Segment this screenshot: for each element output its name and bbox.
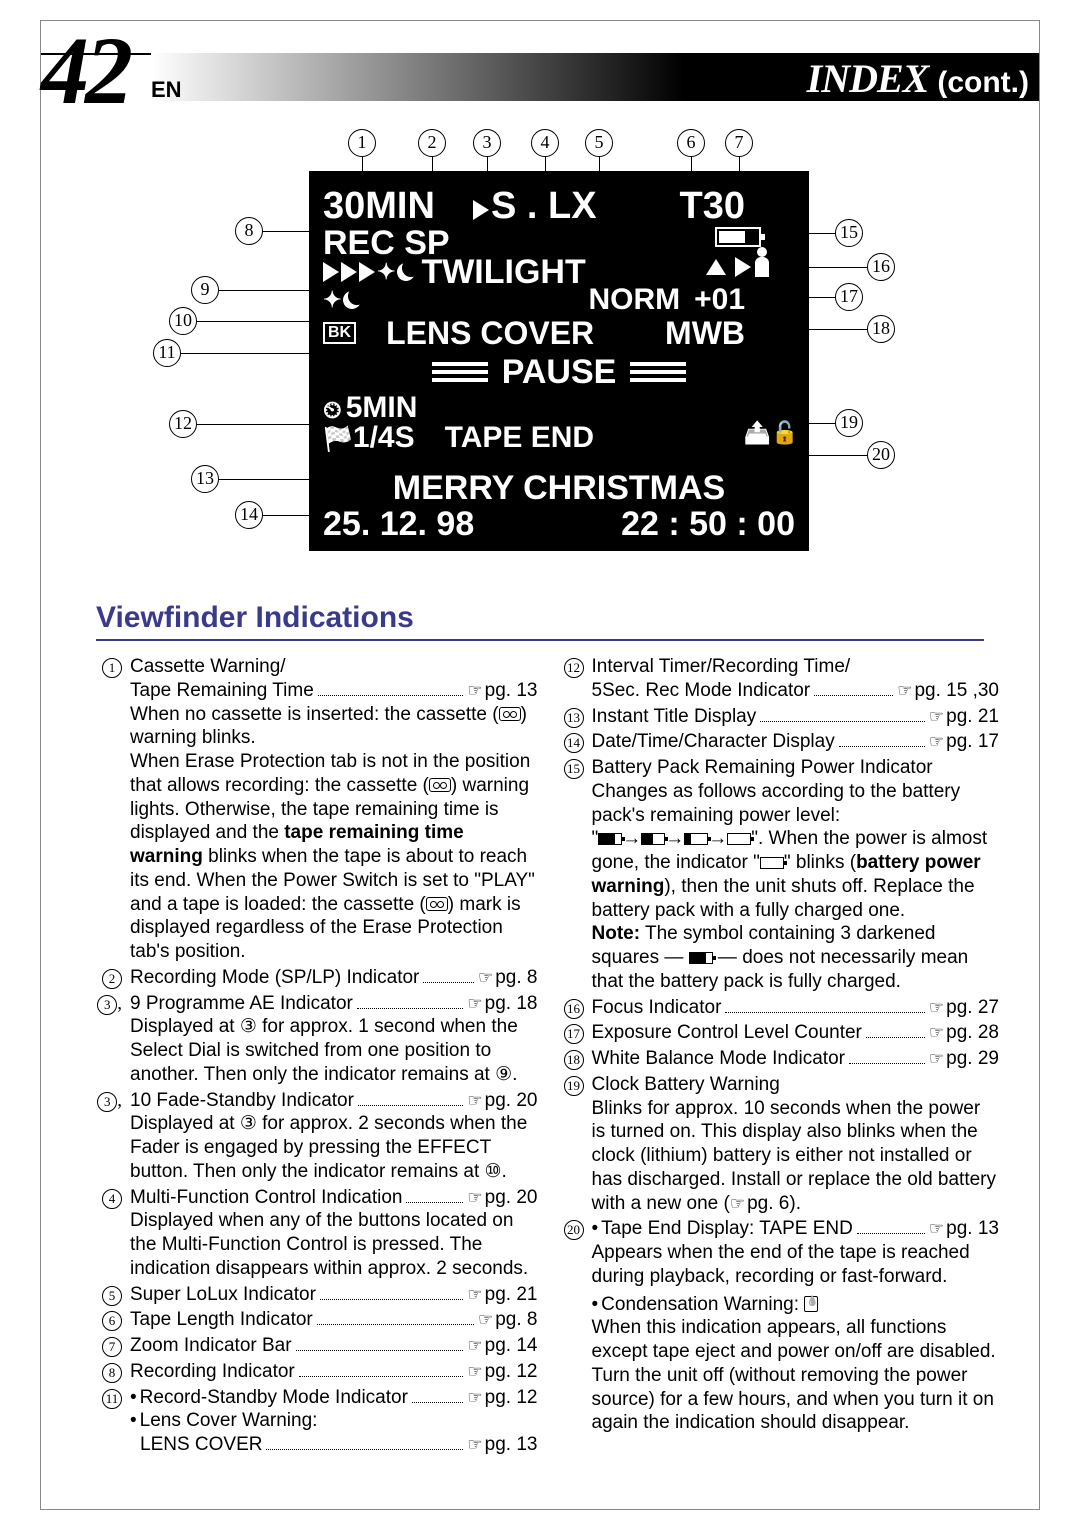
vf-tape-end-row: 1/4S TAPE END [323,423,594,453]
callout-13: 13 [191,465,219,493]
callout-4: 4 [531,129,559,157]
index-item-17: 17 Exposure Control Level Counter pg. 28 [558,1021,1000,1045]
callout-5: 5 [585,129,613,157]
callout-16: 16 [867,253,895,281]
page-wrap: 42 EN INDEX (cont.) 1 2 3 4 5 6 7 8 9 10… [40,20,1040,1510]
battery-icon-1 [684,833,708,845]
callout-10: 10 [169,307,197,335]
battery-icon-0 [727,833,751,845]
viewfinder-screen: 30MIN S . LX T30 REC SP ✦ TWILIGHT ✦ NOR… [309,171,809,551]
index-item-13: 13 Instant Title Display pg. 21 [558,705,1000,729]
callout-20: 20 [867,441,895,469]
cassette-icon [426,897,448,911]
index-item-3-9: 3, 9 Programme AE Indicator pg. 18 Displ… [96,992,538,1087]
callout-18: 18 [867,315,895,343]
vf-tape-length: T30 [680,187,745,225]
index-item-20: 20 Tape End Display: TAPE END pg. 13 App… [558,1217,1000,1435]
vf-pause-row: PAUSE [349,355,769,389]
battery-icon [715,227,761,247]
callout-9: 9 [191,276,219,304]
vf-5min: 5MIN [323,392,417,423]
index-item-19: 19 Clock Battery Warning Blinks for appr… [558,1073,1000,1216]
index-item-5: 5 Super LoLux Indicator pg. 21 [96,1283,538,1307]
index-item-7: 7 Zoom Indicator Bar pg. 14 [96,1334,538,1358]
index-item-18: 18 White Balance Mode Indicator pg. 29 [558,1047,1000,1071]
index-item-2: 2 Recording Mode (SP/LP) Indicator pg. 8 [96,966,538,990]
vf-date-time: 25. 12. 9822 : 50 : 00 [323,507,795,541]
callout-7: 7 [725,129,753,157]
battery-icon-3 [689,952,713,964]
page-lang: EN [151,77,182,103]
callout-12: 12 [169,410,197,438]
battery-icon-0 [760,857,784,869]
index-title: INDEX (cont.) [807,55,1029,102]
callout-3: 3 [473,129,501,157]
index-item-14: 14 Date/Time/Character Display pg. 17 [558,730,1000,754]
cassette-icon [499,707,521,721]
index-item-1: 1 Cassette Warning/ Tape Remaining Time … [96,655,538,964]
callout-2: 2 [418,129,446,157]
index-item-8: 8 Recording Indicator pg. 12 [96,1360,538,1384]
callout-8: 8 [235,217,263,245]
index-item-4: 4 Multi-Function Control Indication pg. … [96,1186,538,1281]
section-title: Viewfinder Indications [96,601,984,641]
callout-19: 19 [835,409,863,437]
callout-11: 11 [153,339,181,367]
battery-icon-3 [598,833,622,845]
page-number: 42 [41,15,129,126]
battery-icon-2 [641,833,665,845]
callout-6: 6 [677,129,705,157]
vf-twilight-row: ✦ TWILIGHT [323,255,586,289]
section-title-row: Viewfinder Indications [96,601,984,641]
column-left: 1 Cassette Warning/ Tape Remaining Time … [96,655,538,1459]
index-item-11: 11 Record-Standby Mode Indicator pg. 12 … [96,1386,538,1457]
callout-17: 17 [835,283,863,311]
callout-1: 1 [348,129,376,157]
vf-ae-slx: S . LX [473,187,633,225]
vf-clock-icon [744,421,795,445]
index-item-12: 12 Interval Timer/Recording Time/ 5Sec. … [558,655,1000,703]
cassette-icon [429,778,451,792]
vf-instant-title: MERRY CHRISTMAS [309,471,809,505]
index-item-3-10: 3, 10 Fade-Standby Indicator pg. 20 Disp… [96,1089,538,1184]
index-item-15: 15 Battery Pack Remaining Power Indicato… [558,756,1000,994]
callout-15: 15 [835,219,863,247]
column-right: 12 Interval Timer/Recording Time/ 5Sec. … [558,655,1000,1459]
condensation-icon [804,1296,818,1312]
vf-lens-cover-row: BK LENS COVER MWB [323,317,795,349]
vf-norm-row: ✦ NORM +01 [323,285,795,315]
index-item-6: 6 Tape Length Indicator pg. 8 [96,1308,538,1332]
callout-14: 14 [235,501,263,529]
vf-focus-icons [706,257,769,279]
vf-tape-remaining: 30MIN [323,187,473,225]
index-item-16: 16 Focus Indicator pg. 27 [558,996,1000,1020]
index-columns: 1 Cassette Warning/ Tape Remaining Time … [96,655,999,1459]
header: 42 EN INDEX (cont.) [41,21,1039,109]
